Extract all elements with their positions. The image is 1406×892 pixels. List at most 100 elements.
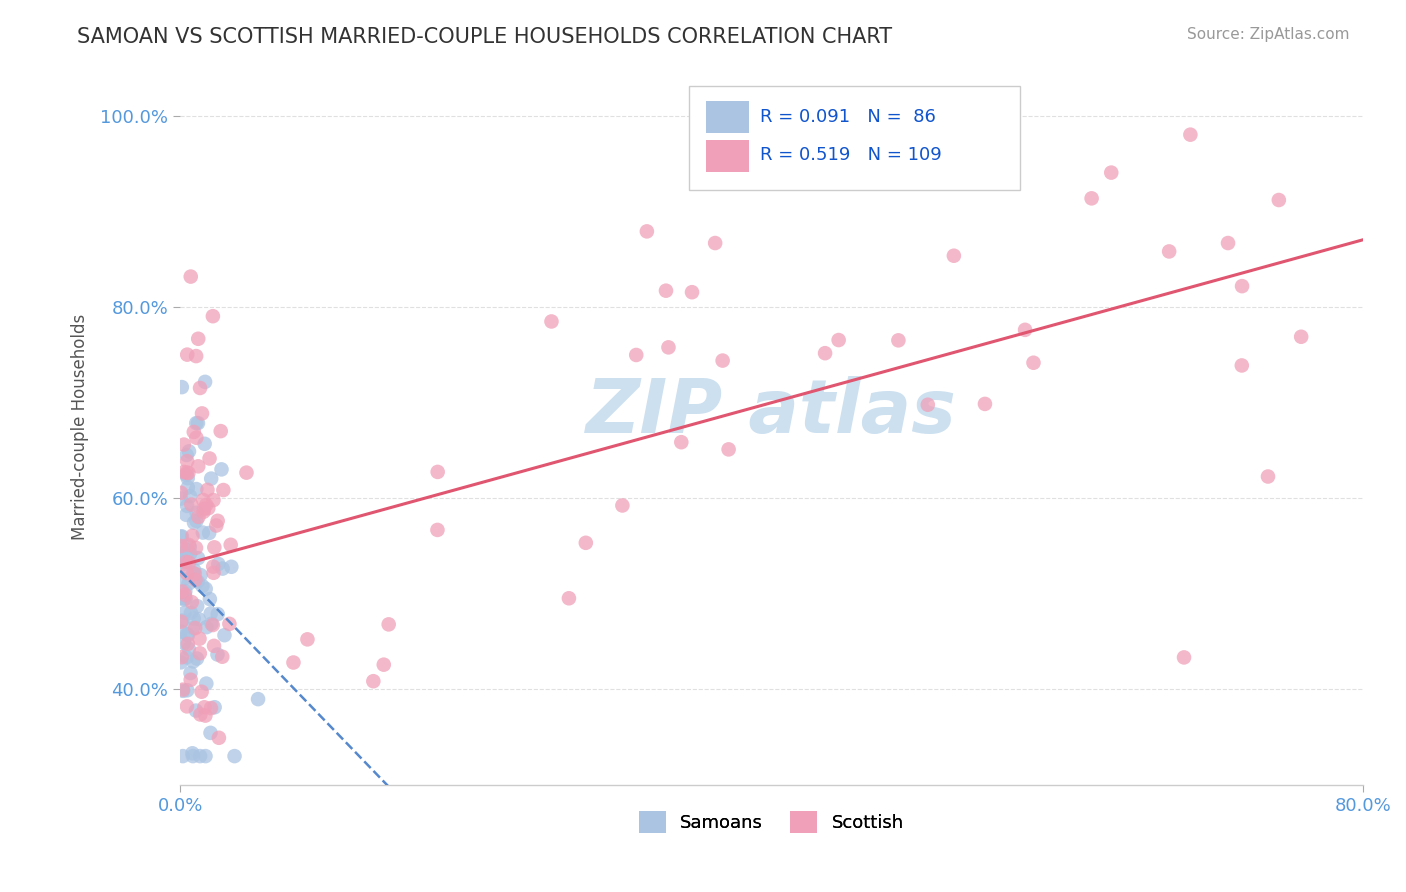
Point [191,579,214,593]
Point [170,624,193,639]
Point [188,646,211,660]
Point [181,529,204,543]
Point [170,380,193,394]
Point [193,505,215,519]
Point [202,493,225,508]
Point [221,559,243,574]
Point [426,465,449,479]
Point [176,448,198,462]
Point [173,592,195,607]
Point [177,556,200,570]
Point [170,491,193,506]
Point [180,269,202,284]
Point [183,563,205,577]
Point [671,435,693,450]
Point [176,627,198,641]
Point [174,508,197,522]
Point [575,536,598,550]
Point [170,544,193,558]
Point [170,530,193,544]
Point [173,606,195,620]
Point [198,451,221,466]
Point [363,674,385,689]
Point [187,551,209,566]
Point [373,657,395,672]
Point [194,437,217,451]
Point [194,582,217,596]
Point [183,516,205,530]
Point [176,547,198,561]
FancyBboxPatch shape [706,102,749,133]
Point [558,591,581,606]
Point [974,397,997,411]
Point [1080,191,1102,205]
Point [1022,356,1045,370]
Point [207,648,229,662]
Point [190,707,212,722]
Point [176,471,198,485]
Text: R = 0.091   N =  86: R = 0.091 N = 86 [759,108,935,126]
Point [426,523,449,537]
Point [170,656,193,670]
Point [172,584,194,599]
Text: SAMOAN VS SCOTTISH MARRIED-COUPLE HOUSEHOLDS CORRELATION CHART: SAMOAN VS SCOTTISH MARRIED-COUPLE HOUSEH… [77,27,893,46]
Point [187,416,209,430]
Point [717,442,740,457]
Point [186,506,208,520]
Point [170,591,193,605]
Point [1257,469,1279,483]
Point [170,554,193,568]
Point [187,459,209,474]
Point [208,731,231,745]
Point [193,493,215,508]
Point [211,462,233,476]
Point [1180,128,1202,142]
Point [195,498,218,512]
Point [1099,166,1122,180]
Point [200,616,222,631]
Point [183,425,205,439]
Point [1268,193,1291,207]
Point [184,573,207,587]
Point [172,683,194,698]
Point [186,482,208,496]
Point [200,701,222,715]
Point [214,628,236,642]
Point [202,559,225,574]
Point [917,398,939,412]
Point [172,614,194,628]
Point [181,621,204,635]
Text: R = 0.519   N = 109: R = 0.519 N = 109 [759,146,941,164]
Point [183,797,205,811]
Point [183,566,205,581]
Point [174,555,197,569]
Point [207,557,229,571]
Point [1230,359,1253,373]
Point [187,509,209,524]
Point [198,526,221,541]
Point [177,628,200,642]
Point [180,606,202,620]
Point [655,284,678,298]
Point [235,466,257,480]
Point [176,454,198,468]
Point [195,676,218,690]
FancyBboxPatch shape [706,140,749,171]
Point [186,514,208,528]
Point [179,540,201,554]
Point [176,683,198,698]
Point [179,666,201,681]
Point [172,682,194,697]
Point [176,466,198,480]
Point [212,483,235,497]
Point [827,333,849,347]
Point [186,416,208,430]
Point [187,612,209,626]
Point [176,699,198,714]
Point [170,650,193,665]
Point [180,498,202,512]
Point [1216,235,1239,250]
Point [176,650,198,665]
Point [195,620,218,634]
Point [176,542,198,557]
